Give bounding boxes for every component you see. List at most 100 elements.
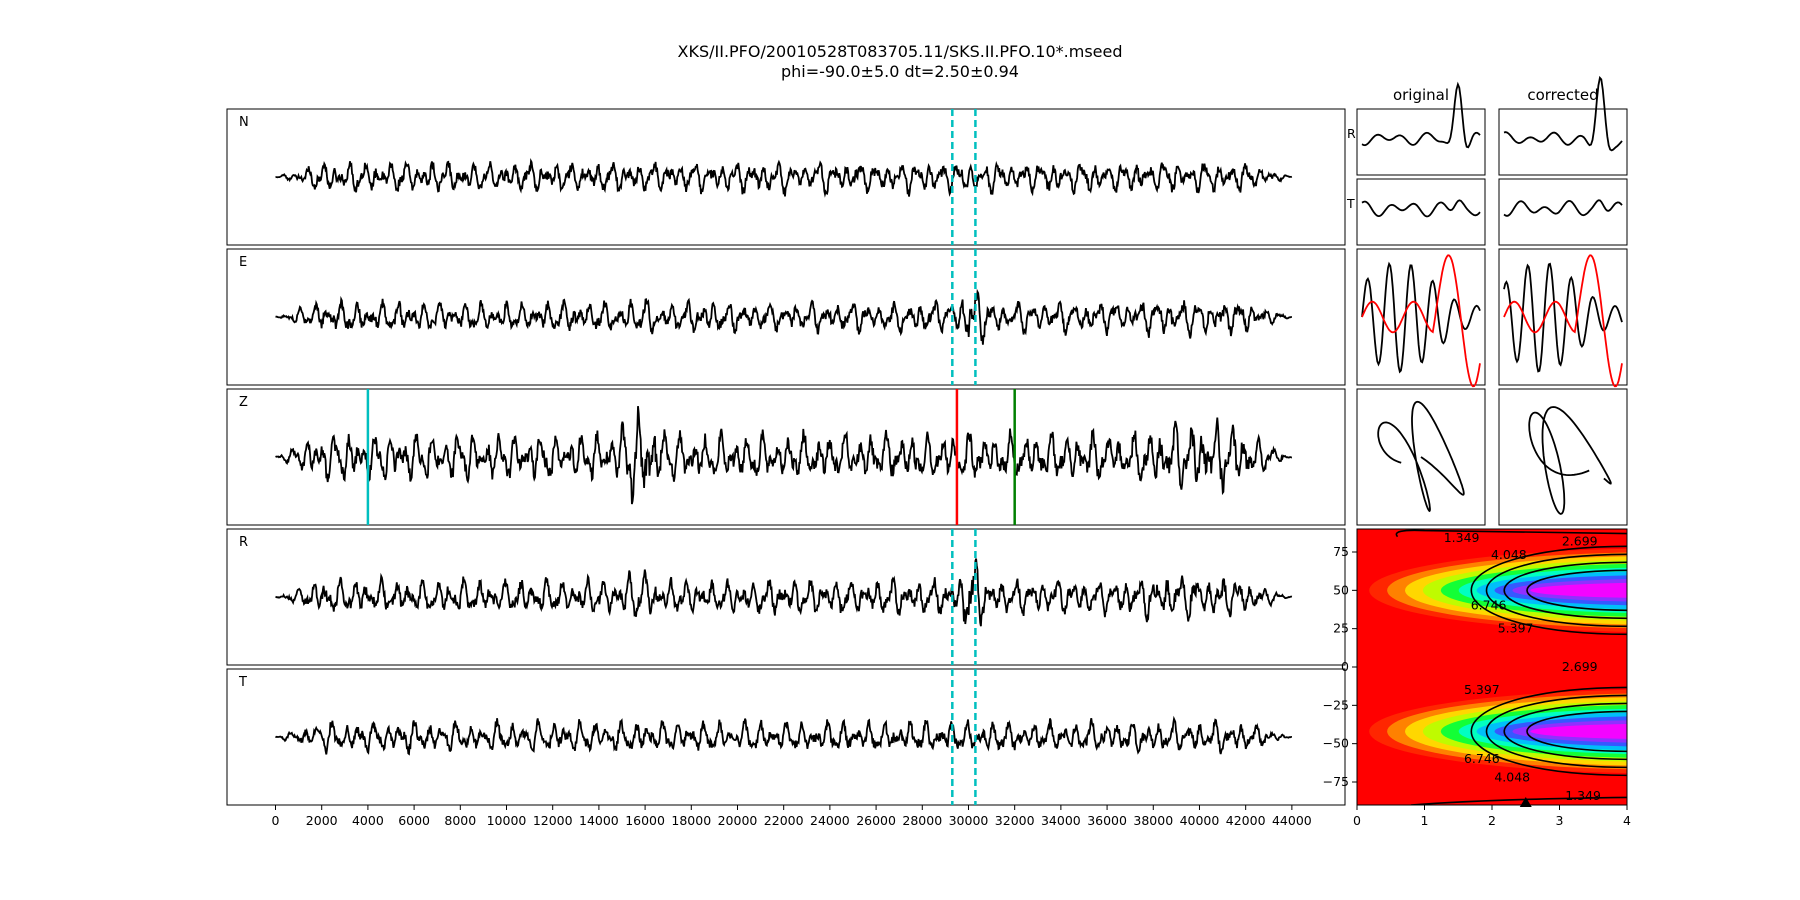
waveform [1503,75,1623,152]
x-tick-label: 4000 [352,813,384,828]
contour-line [1470,545,1627,636]
panel-frame [1356,248,1486,386]
panel-label: Z [239,395,248,410]
waveform-red [1361,254,1481,388]
waveform [275,157,1293,198]
x-tick-label: 2000 [306,813,338,828]
panel-label: N [239,115,249,130]
x-tick-label: 38000 [1133,813,1173,828]
waveform [1361,199,1481,218]
panel-frame [226,248,1346,386]
contour-line [1485,553,1627,628]
x-tick-label: 36000 [1087,813,1127,828]
x-tick-label: 0 [1353,813,1361,828]
y-tick-label: 25 [1333,621,1349,636]
x-tick-label: 8000 [444,813,476,828]
x-tick-label: 40000 [1180,813,1220,828]
contour-label: 6.746 [1464,751,1500,766]
x-tick-label: 1 [1421,813,1429,828]
x-tick-label: 26000 [856,813,896,828]
y-tick-label: −25 [1323,697,1349,712]
contour-line [1485,694,1627,769]
contour-label: 2.699 [1562,659,1598,674]
panel-frame [226,108,1346,246]
contour-line [1470,686,1627,777]
panel-frame [226,528,1346,666]
x-tick-label: 6000 [398,813,430,828]
figure-title-line1: XKS/II.PFO/20010528T083705.11/SKS.II.PFO… [677,42,1123,61]
y-tick-label: −50 [1323,736,1349,751]
x-tick-label: 16000 [625,813,665,828]
waveform [1503,262,1623,373]
row-label-T: T [1346,196,1355,211]
trace-panel-r: R [226,528,1346,666]
x-tick-label: 34000 [1041,813,1081,828]
contour-line [1503,702,1627,761]
contour-label: 4.048 [1491,547,1527,562]
particle-motion [1528,406,1612,515]
heatmap-band [1530,582,1627,598]
waveform [1503,199,1623,217]
x-tick-label: 4 [1623,813,1631,828]
panel-frame [1498,178,1628,246]
contour-label: 2.699 [1562,533,1598,548]
figure-title-line2: phi=-90.0±5.0 dt=2.50±0.94 [781,62,1019,81]
row-label-R: R [1347,126,1356,141]
contour-label: 1.349 [1565,788,1601,803]
error-surface-plot [1357,529,1627,805]
contour-label: 4.048 [1494,769,1530,784]
trace-panel-z: Z [226,388,1346,526]
x-tick-label: 18000 [671,813,711,828]
column-title-original: original [1393,86,1449,104]
contour-line [1410,796,1627,805]
panel-frame [1498,388,1628,526]
trace-panel-e: E [226,248,1346,386]
contour-line [1503,561,1627,620]
panel-label: E [239,255,247,270]
x-tick-label: 30000 [949,813,989,828]
panel-frame [1498,248,1628,386]
trace-panel-t: T [226,668,1346,806]
x-tick-label: 22000 [764,813,804,828]
x-tick-label: 2 [1488,813,1496,828]
y-tick-label: 50 [1333,582,1349,597]
panel-label: R [239,535,248,550]
x-tick-label: 10000 [487,813,527,828]
contour-label: 5.397 [1498,621,1534,636]
trace-panel-n: N [226,108,1346,246]
x-tick-label: 28000 [902,813,942,828]
waveform [275,406,1293,505]
x-tick-label: 42000 [1226,813,1266,828]
contour-line [1526,569,1627,612]
x-tick-label: 44000 [1272,813,1312,828]
y-tick-label: 75 [1333,544,1349,559]
waveform [275,288,1293,345]
contour-label: 5.397 [1464,682,1500,697]
panel-frame [226,388,1346,526]
x-tick-label: 24000 [810,813,850,828]
waveform-red [1503,254,1623,388]
waveform [1361,81,1481,149]
x-tick-label: 20000 [718,813,758,828]
waveform [275,558,1293,627]
contour-line [1395,529,1627,538]
contour-label: 1.349 [1444,530,1480,545]
panel-frame [1356,108,1486,176]
particle-motion [1377,400,1465,513]
y-tick-label: −75 [1323,774,1349,789]
x-tick-label: 32000 [995,813,1035,828]
contour-line [1526,710,1627,753]
waveform [274,715,1292,756]
contour-label: 6.746 [1471,598,1507,613]
x-tick-label: 12000 [533,813,573,828]
x-tick-label: 14000 [579,813,619,828]
panel-label: T [238,675,247,690]
y-tick-label: 0 [1341,659,1349,674]
panel-frame [1356,178,1486,246]
x-tick-label: 0 [272,813,280,828]
x-tick-label: 3 [1556,813,1564,828]
panel-frame [226,668,1346,806]
panel-frame [1356,388,1486,526]
heatmap-band [1530,723,1627,739]
